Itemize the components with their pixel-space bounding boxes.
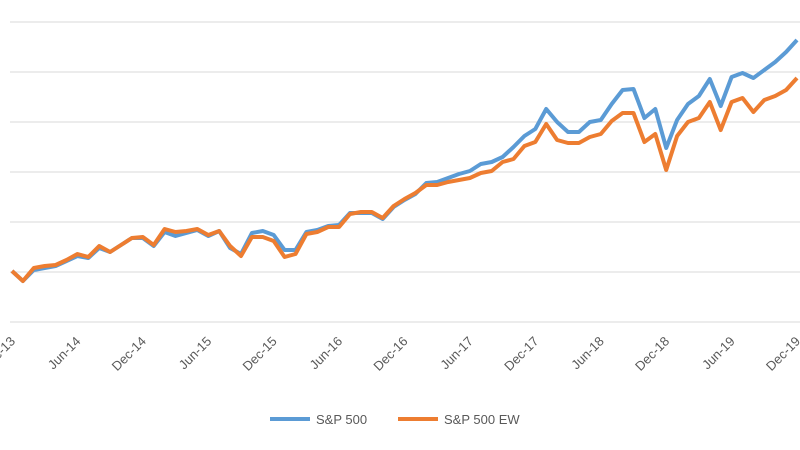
x-tick-label: Jun-15 [176, 334, 215, 373]
x-tick-label: Dec-13 [0, 334, 18, 374]
series-line [10, 38, 799, 283]
x-tick-label: Dec-16 [370, 334, 410, 374]
x-tick-label: Dec-17 [501, 334, 541, 374]
x-tick-label: Dec-18 [632, 334, 672, 374]
x-tick-label: Dec-14 [109, 334, 149, 374]
legend-label: S&P 500 EW [444, 412, 520, 427]
x-tick-label: Dec-15 [240, 334, 280, 374]
x-tick-label: Dec-19 [763, 334, 800, 374]
x-tick-label: Jun-14 [45, 334, 84, 373]
series-line [10, 76, 799, 283]
x-tick-label: Jun-16 [306, 334, 345, 373]
x-tick-label: Jun-17 [437, 334, 476, 373]
x-tick-label: Jun-18 [568, 334, 607, 373]
legend-label: S&P 500 [316, 412, 367, 427]
x-tick-label: Jun-19 [699, 334, 738, 373]
